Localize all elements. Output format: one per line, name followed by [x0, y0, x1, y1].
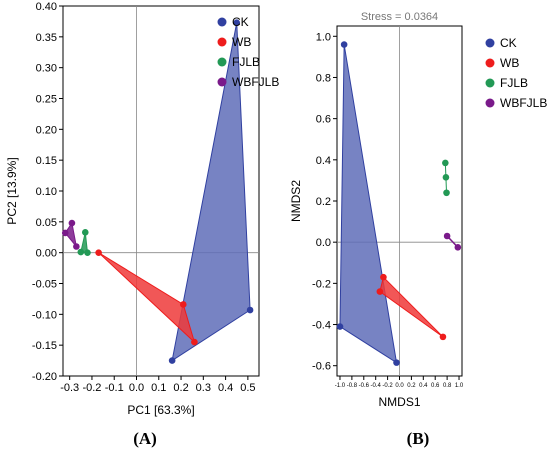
x-tick-label: -0.8	[347, 383, 358, 389]
data-point-ck	[168, 357, 176, 364]
x-tick-label: -0.3	[60, 382, 79, 394]
x-tick-label: 0.0	[395, 383, 404, 389]
legend-label-wbfjlb: WBFJLB	[500, 96, 547, 110]
legend-label-wb: WB	[232, 35, 251, 49]
y-tick-label: 0.30	[36, 63, 57, 75]
y-tick-label: 0.00	[36, 248, 57, 260]
panel-label: (B)	[407, 429, 430, 448]
group-hull-wbfjlb	[64, 221, 77, 247]
y-tick-label: -0.15	[32, 340, 57, 352]
group-hull-fjlb	[80, 232, 89, 254]
y-tick-label: 1.0	[316, 31, 331, 43]
nmds-panel: -0.6-0.4-0.20.00.20.40.60.81.0-1.0 -0.8 -0…	[289, 11, 547, 448]
data-point-ck	[393, 359, 400, 366]
x-tick-label: 0.4	[218, 382, 233, 394]
group-hull-wb	[98, 252, 196, 344]
y-axis-title: PC2 [13.9%]	[5, 157, 19, 224]
y-tick-label: -0.05	[32, 279, 57, 291]
panel-label: (A)	[133, 429, 157, 448]
x-tick-label: 0.5	[240, 382, 255, 394]
data-point-wb	[95, 249, 102, 256]
data-point-fjlb	[442, 159, 449, 167]
data-point-fjlb	[81, 229, 89, 236]
data-point-wbfjlb	[68, 219, 76, 227]
x-tick-label: 0.6	[431, 383, 440, 389]
y-tick-label: 0.40	[36, 1, 57, 13]
x-tick-label: -0.1	[105, 382, 124, 394]
y-tick-label: 0.15	[36, 155, 57, 167]
y-tick-label: -0.6	[312, 361, 331, 373]
group-hull-wb	[379, 276, 444, 338]
data-point-wb	[376, 288, 384, 295]
legend-label-ck: CK	[232, 15, 249, 29]
data-point-wbfjlb	[443, 232, 451, 240]
data-point-fjlb	[443, 189, 450, 197]
data-point-wbfjlb	[73, 243, 80, 250]
x-axis-title: PC1 [63.3%]	[127, 403, 194, 417]
y-tick-label: 0.10	[36, 186, 57, 198]
x-tick-label: 0.2	[407, 383, 416, 389]
stress-title: Stress = 0.0364	[361, 11, 438, 23]
data-point-wb	[191, 338, 198, 346]
x-tick-label: 0.2	[173, 382, 188, 394]
x-tick-label: -1.0	[335, 383, 346, 389]
data-point-ck	[233, 19, 241, 26]
data-point-ck	[340, 41, 348, 48]
y-tick-label: -0.20	[32, 371, 57, 383]
x-tick-label: -0.2	[382, 383, 393, 389]
y-axis-title: NMDS2	[289, 180, 303, 222]
legend-marker-fjlb	[217, 57, 227, 67]
x-axis-title: NMDS1	[378, 395, 420, 409]
data-point-wbfjlb	[454, 244, 462, 251]
legend-marker-wb	[485, 58, 495, 68]
legend-marker-ck	[485, 38, 495, 48]
y-tick-label: -0.2	[312, 278, 331, 290]
x-tick-label: -0.4	[371, 383, 382, 389]
y-tick-label: 0.2	[316, 196, 331, 208]
y-tick-label: 0.05	[36, 217, 57, 229]
data-point-ck	[246, 306, 254, 314]
data-point-wb	[179, 301, 187, 308]
data-point-fjlb	[84, 249, 91, 256]
y-tick-label: 0.8	[316, 72, 331, 84]
legend-label-fjlb: FJLB	[232, 55, 260, 69]
y-tick-label: 0.20	[36, 124, 57, 136]
legend-marker-wb	[217, 37, 227, 47]
group-hull-ck	[339, 44, 398, 364]
data-point-fjlb	[442, 174, 450, 181]
legend-marker-ck	[217, 17, 227, 27]
x-tick-label: 0.1	[151, 382, 166, 394]
data-point-fjlb	[77, 248, 85, 256]
y-tick-label: 0.0	[316, 237, 331, 249]
legend-marker-wbfjlb	[485, 98, 495, 108]
y-tick-label: 0.4	[316, 155, 331, 167]
x-tick-label: 0.4	[419, 383, 428, 389]
y-tick-label: -0.4	[312, 320, 331, 332]
y-tick-label: 0.25	[36, 94, 57, 106]
y-tick-label: 0.6	[316, 114, 331, 126]
legend-label-ck: CK	[500, 36, 517, 50]
x-tick-label: 0.8	[443, 383, 452, 389]
legend-marker-fjlb	[485, 78, 495, 88]
group-hull-ck	[171, 22, 251, 362]
data-point-ck	[336, 323, 344, 330]
legend-marker-wbfjlb	[217, 77, 227, 87]
x-tick-label: 1.0	[455, 383, 464, 389]
data-point-wb	[439, 333, 447, 341]
x-tick-label: -0.6	[359, 383, 370, 389]
y-tick-label: 0.35	[36, 32, 57, 44]
x-tick-label: 0.0	[129, 382, 144, 394]
data-point-wb	[380, 273, 387, 281]
legend-label-fjlb: FJLB	[500, 76, 528, 90]
legend-label-wbfjlb: WBFJLB	[232, 75, 279, 89]
x-tick-label: 0.3	[196, 382, 211, 394]
data-point-wbfjlb	[61, 229, 69, 237]
x-tick-label: -0.2	[82, 382, 101, 394]
y-tick-label: -0.10	[32, 309, 57, 321]
legend-label-wb: WB	[500, 56, 519, 70]
pca-panel: -0.20-0.15-0.10-0.050.000.050.100.150.20…	[5, 1, 279, 448]
